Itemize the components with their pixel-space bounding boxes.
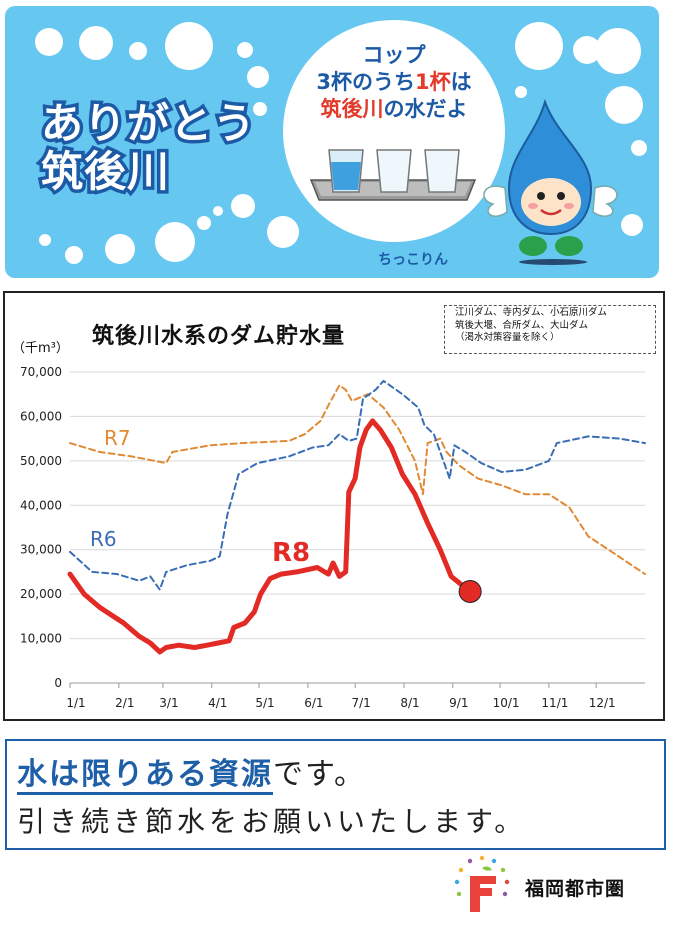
cup-message: コップ 3杯のうち1杯は 筑後川の水だよ — [283, 42, 505, 123]
chart-note: 江川ダム、寺内ダム、小石原川ダム 筑後大堰、合所ダム、大山ダム （渇水対策容量を… — [444, 305, 656, 354]
bubble-decoration — [231, 194, 255, 218]
message-tail: です。 — [273, 757, 366, 792]
x-tick-label: 7/1 — [351, 696, 370, 710]
x-tick-label: 8/1 — [400, 696, 419, 710]
chart-title: 筑後川水系のダム貯水量 — [92, 324, 346, 349]
bubble-decoration — [631, 140, 647, 156]
cup-message-line2-pre: 3杯のうち — [316, 70, 415, 94]
bubble-decoration — [595, 28, 641, 74]
banner-headline: ありがとう 筑後川 — [37, 96, 258, 199]
bubble-decoration — [155, 222, 195, 262]
bubble-decoration — [237, 42, 253, 58]
series-label-r6: R6 — [90, 527, 117, 551]
mascot-name: ちっこりん — [378, 252, 448, 268]
series-line-r8 — [67, 418, 473, 655]
x-tick-label: 6/1 — [304, 696, 323, 710]
bubble-decoration — [197, 216, 211, 230]
cups-on-tray-illustration — [309, 149, 477, 201]
y-tick-label: 0 — [54, 676, 62, 690]
x-tick-label: 11/1 — [541, 696, 568, 710]
chart-frame — [3, 291, 665, 721]
cup-message-line2: 3杯のうち1杯は — [283, 69, 505, 96]
message-emphasis: 水は限りある資源 — [17, 757, 273, 795]
cup-icon — [424, 149, 460, 193]
y-tick-label: 50,000 — [20, 454, 62, 468]
mascot-illustration — [483, 98, 618, 265]
banner-headline-line1: ありがとう — [37, 96, 258, 151]
x-tick-label: 9/1 — [449, 696, 468, 710]
series-line-r7 — [69, 384, 646, 576]
x-tick-label: 10/1 — [493, 696, 520, 710]
x-tick-label: 3/1 — [159, 696, 178, 710]
bubble-decoration — [213, 206, 223, 216]
series-label-r8: R8 — [272, 538, 310, 568]
cup-message-line2-post: は — [450, 70, 472, 94]
bubble-decoration — [253, 102, 267, 116]
bubble-decoration — [35, 28, 63, 56]
bubble-decoration — [129, 42, 147, 60]
cup-message-line3: 筑後川の水だよ — [320, 97, 468, 121]
bubble-decoration — [165, 22, 213, 70]
cup-message-line1: コップ — [362, 43, 426, 67]
cup-message-circle: コップ 3杯のうち1杯は 筑後川の水だよ — [283, 20, 505, 242]
cup-icon — [376, 149, 412, 193]
x-tick-label: 4/1 — [208, 696, 227, 710]
message-box — [5, 739, 666, 850]
cup-message-line2-emphasis: 1杯 — [415, 70, 451, 94]
message-line2: 引き続き節水をお願いいたします。 — [17, 805, 527, 838]
bubble-decoration — [39, 234, 51, 246]
y-tick-label: 40,000 — [20, 498, 62, 512]
series-label-r7: R7 — [104, 426, 131, 450]
y-tick-label: 70,000 — [20, 365, 62, 379]
series-line-r6 — [69, 379, 646, 591]
bubble-decoration — [65, 246, 83, 264]
x-tick-label: 5/1 — [255, 696, 274, 710]
bubble-decoration — [605, 86, 643, 124]
bubble-decoration — [621, 214, 643, 236]
bubble-decoration — [79, 26, 113, 60]
bubble-decoration — [247, 66, 269, 88]
x-tick-label: 1/1 — [66, 696, 85, 710]
bubble-decoration — [267, 216, 299, 248]
cup-icon — [328, 149, 364, 193]
chart-note-line: 筑後大堰、合所ダム、大山ダム — [455, 319, 589, 331]
logo-text: 福岡都市圏 — [525, 878, 626, 900]
latest-value-marker — [458, 579, 482, 603]
message-line1: 水は限りある資源です。 — [17, 749, 366, 795]
bubble-decoration — [105, 234, 135, 264]
fukuoka-logo-icon — [454, 855, 510, 912]
bubble-decoration — [515, 86, 527, 98]
chart-note-line: （渇水対策容量を除く） — [455, 332, 560, 343]
chart-note-line: 江川ダム、寺内ダム、小石原川ダム — [455, 307, 608, 318]
x-tick-label: 12/1 — [589, 696, 616, 710]
y-tick-label: 20,000 — [20, 587, 62, 601]
y-tick-label: 30,000 — [20, 543, 62, 557]
hero-banner: ありがとう 筑後川 コップ 3杯のうち1杯は 筑後川の水だよ — [5, 6, 659, 278]
y-axis-unit: （千m³） — [12, 341, 69, 356]
banner-headline-line2: 筑後川 — [37, 144, 172, 199]
bubble-decoration — [515, 22, 563, 70]
y-tick-label: 60,000 — [20, 409, 62, 423]
y-tick-label: 10,000 — [20, 632, 62, 646]
x-tick-label: 2/1 — [115, 696, 134, 710]
